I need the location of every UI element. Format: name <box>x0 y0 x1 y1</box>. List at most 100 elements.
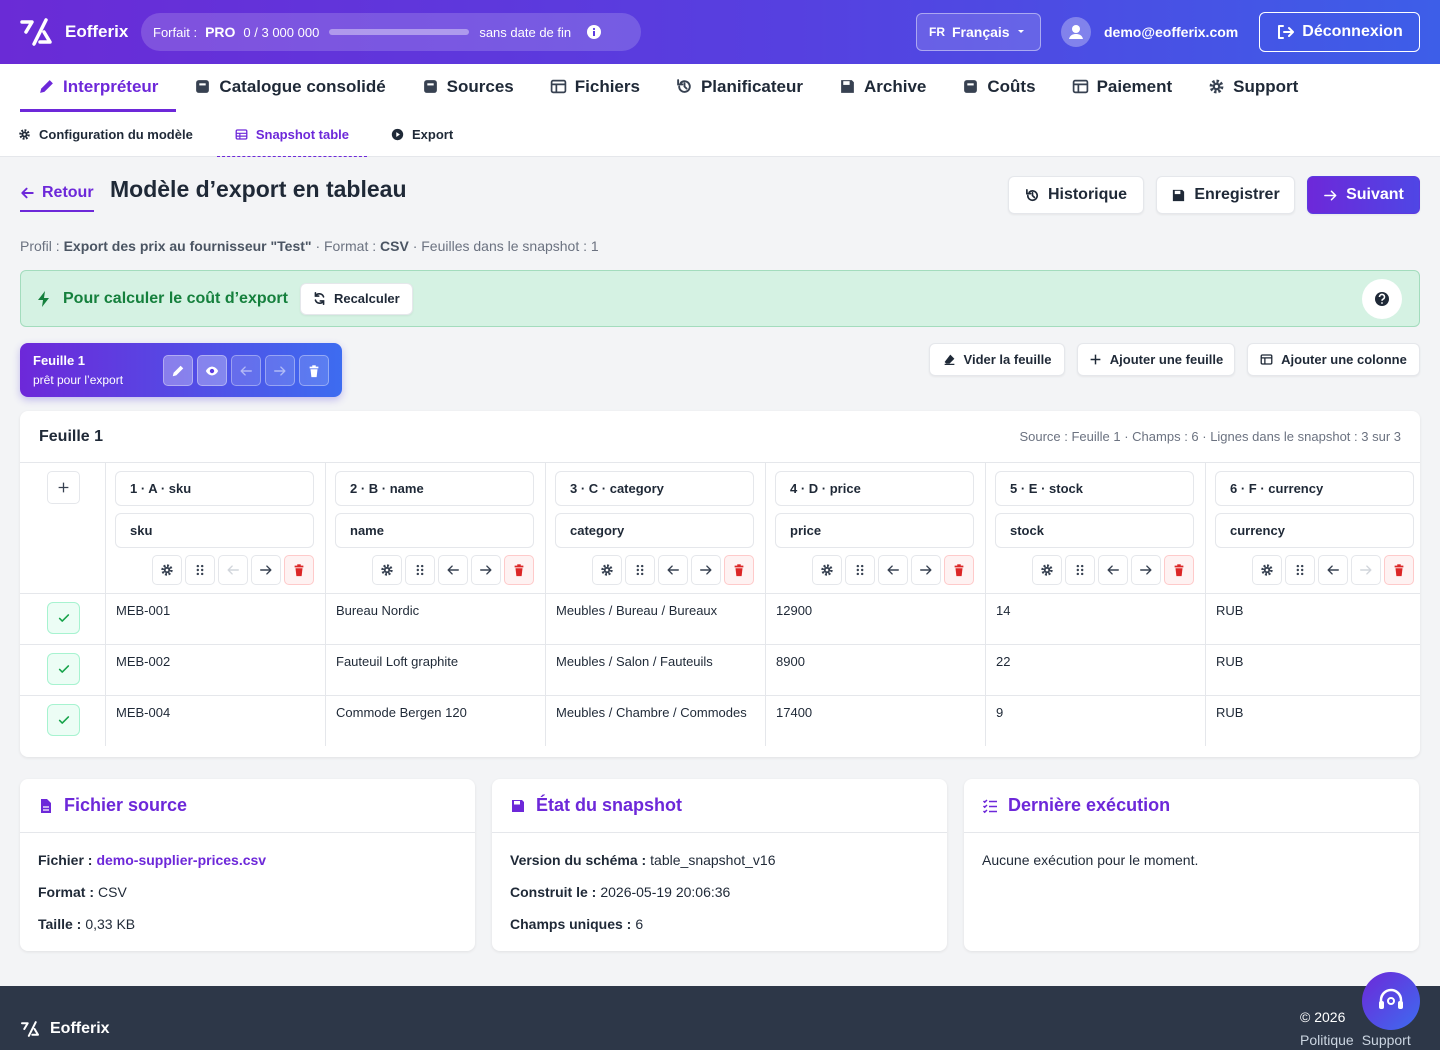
column-action-button[interactable] <box>1065 555 1095 585</box>
column-field-input[interactable]: sku <box>115 513 314 548</box>
page-action-button[interactable]: Historique <box>1008 176 1144 214</box>
column-header-input[interactable]: 4 · D · price <box>775 471 974 506</box>
column-action-button[interactable] <box>1384 555 1414 585</box>
column-action-button[interactable] <box>625 555 655 585</box>
column-field-input[interactable]: stock <box>995 513 1194 548</box>
icon <box>294 564 304 577</box>
column-header-input[interactable]: 5 · E · stock <box>995 471 1194 506</box>
sub-tab[interactable]: Export <box>373 112 471 157</box>
column-header-input[interactable]: 1 · A · sku <box>115 471 314 506</box>
icon <box>274 365 286 376</box>
sheet-action-button[interactable]: Ajouter une feuille <box>1077 343 1235 376</box>
column-action-button[interactable] <box>1098 555 1128 585</box>
sheet-tab-action[interactable] <box>299 355 329 386</box>
brand[interactable]: Eofferix <box>20 18 128 46</box>
column-action-button[interactable] <box>691 555 721 585</box>
column-header-input[interactable]: 2 · B · name <box>335 471 534 506</box>
column-field-input[interactable]: price <box>775 513 974 548</box>
column-action-button[interactable] <box>1252 555 1282 585</box>
sub-tab[interactable]: Snapshot table <box>216 112 368 157</box>
column-field-input[interactable]: name <box>335 513 534 548</box>
column-field-input[interactable]: category <box>555 513 754 548</box>
sheet-tab-action[interactable] <box>163 355 193 386</box>
icon <box>667 565 679 575</box>
card-item: Fichier : demo-supplier-prices.csv <box>38 844 457 876</box>
page-action-label: Suivant <box>1346 186 1404 203</box>
column-action-button[interactable] <box>845 555 875 585</box>
nav-tab-label: Planificateur <box>700 76 804 96</box>
sheet-table-panel: Feuille 1 Source : Feuille 1 · Champs : … <box>20 411 1420 757</box>
language: Français <box>952 24 1010 40</box>
logout-button[interactable]: Déconnexion <box>1259 12 1420 52</box>
avatar <box>1061 17 1091 47</box>
column-action-button[interactable] <box>471 555 501 585</box>
icon <box>734 564 744 577</box>
column-action-button[interactable] <box>405 555 435 585</box>
icon <box>1173 189 1185 201</box>
sheet-tab-action[interactable] <box>231 355 261 386</box>
column-action-button[interactable] <box>284 555 314 585</box>
sheet-action-button[interactable]: Ajouter une colonne <box>1247 343 1420 376</box>
row-status[interactable] <box>47 653 80 685</box>
column-action-button[interactable] <box>1131 555 1161 585</box>
column-action-button[interactable] <box>185 555 215 585</box>
column-action-button[interactable] <box>724 555 754 585</box>
sheet-tab-action[interactable] <box>197 355 227 386</box>
nav-tab[interactable]: Paiement <box>1054 64 1191 112</box>
column-field-input[interactable]: currency <box>1215 513 1414 548</box>
user[interactable]: demo@eofferix.com <box>1061 17 1238 47</box>
column-action-button[interactable] <box>438 555 468 585</box>
info-icon[interactable] <box>587 25 602 39</box>
column-action-button[interactable] <box>878 555 908 585</box>
sheet-status: prêt pour l’export <box>33 373 124 387</box>
row-status[interactable] <box>47 602 80 634</box>
column-action-button[interactable] <box>251 555 281 585</box>
sub-tab[interactable]: Configuration du modèle <box>0 112 211 157</box>
nav-tab[interactable]: Planificateur <box>658 64 821 112</box>
column-action-button[interactable] <box>1164 555 1194 585</box>
recalc-button[interactable]: Recalculer <box>299 282 413 315</box>
page-action-button[interactable]: Enregistrer <box>1156 176 1295 214</box>
column-action-button[interactable] <box>658 555 688 585</box>
column-action-button[interactable] <box>504 555 534 585</box>
nav-tab[interactable]: Fichiers <box>532 64 658 112</box>
icon <box>944 354 954 365</box>
column-action-button[interactable] <box>152 555 182 585</box>
card-body: Aucune exécution pour le moment. <box>964 833 1419 876</box>
nav-tab[interactable]: Coûts <box>944 64 1053 112</box>
sheet-tab-action[interactable] <box>265 355 295 386</box>
footer-link[interactable]: Support <box>1361 1032 1411 1048</box>
nav-tab[interactable]: Interpréteur <box>20 64 177 112</box>
column-action-button[interactable] <box>944 555 974 585</box>
column-header-input[interactable]: 6 · F · currency <box>1215 471 1414 506</box>
help-button[interactable] <box>1361 278 1403 320</box>
column-action-button[interactable] <box>1285 555 1315 585</box>
profile-label: Profil : <box>20 238 60 254</box>
nav-tab[interactable]: Sources <box>404 64 532 112</box>
column-divider <box>545 462 546 746</box>
column-action-button[interactable] <box>592 555 622 585</box>
column-action-button[interactable] <box>372 555 402 585</box>
column-action-button[interactable] <box>911 555 941 585</box>
add-column-button[interactable] <box>47 471 80 504</box>
row-status[interactable] <box>47 704 80 736</box>
nav-tab[interactable]: Support <box>1190 64 1316 112</box>
icon <box>391 128 404 140</box>
icon <box>58 614 69 622</box>
card-item-value[interactable]: demo-supplier-prices.csv <box>96 852 267 868</box>
footer-link[interactable]: Politique <box>1300 1032 1354 1048</box>
language-select[interactable]: FR Français <box>916 13 1041 51</box>
column-action-button[interactable] <box>1318 555 1348 585</box>
card-item: Construit le :2026-05-19 20:06:36 <box>510 876 929 908</box>
nav-tab[interactable]: Archive <box>821 64 944 112</box>
column-header-input[interactable]: 3 · C · category <box>555 471 754 506</box>
column-action-button[interactable] <box>1032 555 1062 585</box>
back-link[interactable]: Retour <box>20 176 94 212</box>
sheet-tab[interactable]: Feuille 1 prêt pour l’export <box>20 343 342 397</box>
page-action-button[interactable]: Suivant <box>1307 176 1420 214</box>
icon <box>416 564 424 576</box>
column-action-button[interactable] <box>812 555 842 585</box>
sheet-action-button[interactable]: Vider la feuille <box>929 343 1065 376</box>
nav-tab[interactable]: Catalogue consolidé <box>176 64 403 112</box>
support-chat-button[interactable] <box>1362 972 1420 1030</box>
